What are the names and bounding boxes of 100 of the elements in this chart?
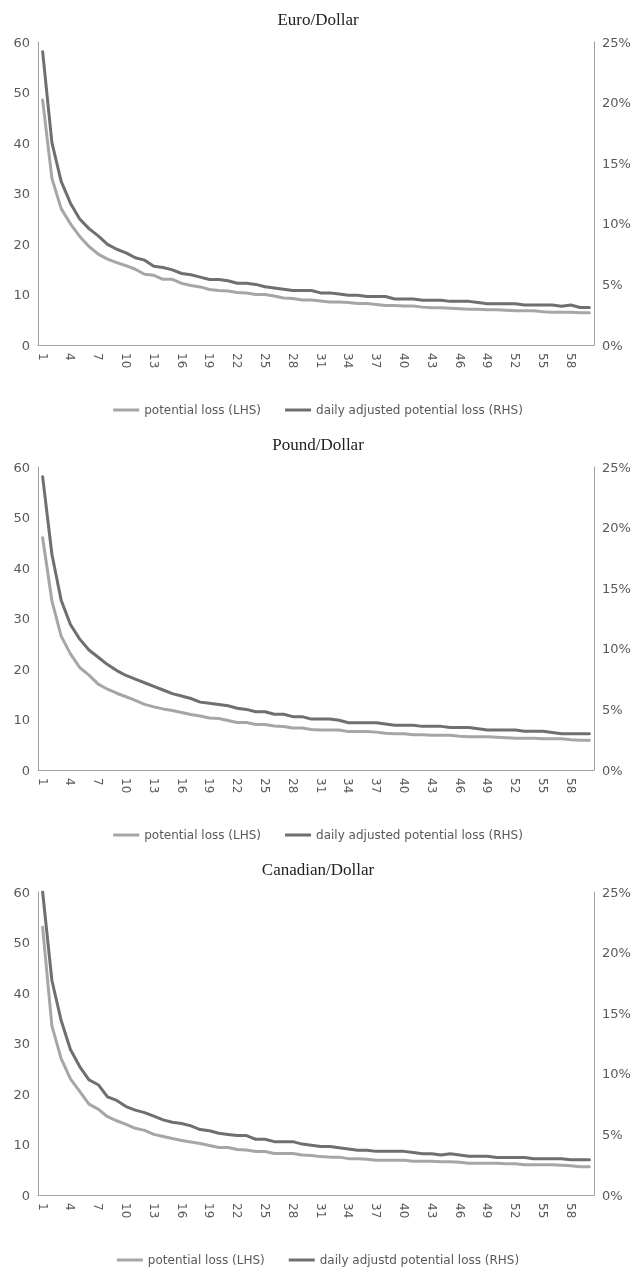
x-tick-label: 19 xyxy=(202,1203,217,1219)
y2-tick-label: 15% xyxy=(602,580,631,596)
x-tick-label: 10 xyxy=(119,353,134,369)
y2-tick-label: 15% xyxy=(602,1005,631,1021)
y2-tick-label: 5% xyxy=(602,1126,623,1142)
x-tick-label: 1 xyxy=(35,778,50,786)
y2-tick-label: 25% xyxy=(602,884,631,900)
x-tick-label: 40 xyxy=(397,1203,412,1219)
legend-label: daily adjusted potential loss (RHS) xyxy=(316,828,523,842)
x-tick-label: 55 xyxy=(536,353,551,369)
y-tick-label: 50 xyxy=(13,85,30,100)
x-tick-label: 13 xyxy=(146,353,161,369)
x-tick-label: 58 xyxy=(563,353,578,369)
y-tick-label: 10 xyxy=(13,712,30,727)
x-tick-label: 37 xyxy=(369,353,384,369)
y-tick-label: 20 xyxy=(13,1086,30,1102)
x-tick-label: 58 xyxy=(563,778,578,794)
x-tick-label: 37 xyxy=(369,778,384,794)
x-tick-label: 52 xyxy=(508,778,523,794)
x-tick-label: 52 xyxy=(508,1203,523,1219)
x-tick-label: 16 xyxy=(174,1203,189,1219)
x-tick-label: 40 xyxy=(397,778,412,794)
x-tick-label: 37 xyxy=(369,1203,384,1219)
y2-tick-label: 25% xyxy=(602,34,631,50)
line-series xyxy=(41,98,591,315)
x-tick-label: 31 xyxy=(313,353,328,369)
x-tick-label: 40 xyxy=(397,353,412,369)
y2-tick-label: 25% xyxy=(602,459,631,475)
x-tick-label: 46 xyxy=(452,778,467,794)
line-series xyxy=(41,475,591,736)
y-tick-label: 20 xyxy=(13,236,30,252)
x-tick-label: 4 xyxy=(63,778,78,786)
x-tick-label: 13 xyxy=(146,778,161,794)
y2-tick-label: 5% xyxy=(602,701,623,717)
x-tick-label: 55 xyxy=(536,1203,551,1219)
x-tick-label: 55 xyxy=(536,778,551,794)
y2-tick-label: 0% xyxy=(602,337,623,353)
x-tick-label: 7 xyxy=(91,353,106,361)
y2-tick-label: 20% xyxy=(602,945,631,961)
y-tick-label: 10 xyxy=(13,1137,30,1152)
y2-tick-label: 0% xyxy=(602,762,623,778)
y2-tick-label: 15% xyxy=(602,155,631,171)
y2-tick-label: 10% xyxy=(602,1066,631,1082)
line-series xyxy=(41,890,591,1162)
y-tick-label: 0 xyxy=(21,337,30,353)
x-tick-label: 4 xyxy=(63,1203,78,1211)
y2-tick-label: 10% xyxy=(602,216,631,232)
x-tick-label: 16 xyxy=(174,353,189,369)
x-tick-label: 49 xyxy=(480,1203,495,1219)
y-tick-label: 30 xyxy=(13,186,30,201)
legend-label: potential loss (LHS) xyxy=(144,828,262,842)
chart-title: Euro/Dollar xyxy=(277,10,359,29)
x-tick-label: 22 xyxy=(230,1203,245,1219)
x-tick-label: 19 xyxy=(202,778,217,794)
x-tick-label: 1 xyxy=(35,353,50,361)
x-tick-label: 13 xyxy=(146,1203,161,1219)
x-tick-label: 34 xyxy=(341,778,356,794)
legend-label: daily adjusted potential loss (RHS) xyxy=(316,403,523,417)
y2-tick-label: 0% xyxy=(602,1187,623,1203)
y-tick-label: 50 xyxy=(13,935,30,950)
x-tick-label: 25 xyxy=(258,1203,273,1219)
x-tick-label: 43 xyxy=(424,778,439,794)
chart-title: Pound/Dollar xyxy=(272,435,365,454)
x-tick-label: 43 xyxy=(424,1203,439,1219)
legend-label: potential loss (LHS) xyxy=(144,403,262,417)
x-tick-label: 58 xyxy=(563,1203,578,1219)
y2-tick-label: 5% xyxy=(602,276,623,292)
line-series xyxy=(41,925,591,1169)
x-tick-label: 22 xyxy=(230,778,245,794)
x-tick-label: 1 xyxy=(35,1203,50,1211)
x-tick-label: 28 xyxy=(285,1203,300,1219)
legend-label: potential loss (LHS) xyxy=(147,1253,265,1267)
line-series xyxy=(41,50,591,309)
x-tick-label: 16 xyxy=(174,778,189,794)
line-series xyxy=(41,536,591,742)
x-tick-label: 49 xyxy=(480,778,495,794)
x-tick-label: 10 xyxy=(119,1203,134,1219)
y-tick-label: 50 xyxy=(13,510,30,525)
x-tick-label: 31 xyxy=(313,1203,328,1219)
x-tick-label: 10 xyxy=(119,778,134,794)
y-tick-label: 10 xyxy=(13,287,30,302)
y2-tick-label: 20% xyxy=(602,520,631,536)
x-tick-label: 7 xyxy=(91,1203,106,1211)
x-tick-label: 34 xyxy=(341,1203,356,1219)
x-tick-label: 22 xyxy=(230,353,245,369)
y-tick-label: 60 xyxy=(13,34,30,50)
y2-tick-label: 10% xyxy=(602,641,631,657)
x-tick-label: 25 xyxy=(258,353,273,369)
x-tick-label: 19 xyxy=(202,353,217,369)
chart-title: Canadian/Dollar xyxy=(261,860,375,879)
x-tick-label: 7 xyxy=(91,778,106,786)
x-tick-label: 31 xyxy=(313,778,328,794)
y-tick-label: 60 xyxy=(13,884,30,900)
y-tick-label: 30 xyxy=(13,611,30,626)
y-tick-label: 40 xyxy=(13,135,30,151)
x-tick-label: 46 xyxy=(452,353,467,369)
legend-label: daily adjustd potential loss (RHS) xyxy=(319,1253,520,1267)
y-tick-label: 0 xyxy=(21,762,30,778)
x-tick-label: 4 xyxy=(63,353,78,361)
y-tick-label: 30 xyxy=(13,1036,30,1051)
